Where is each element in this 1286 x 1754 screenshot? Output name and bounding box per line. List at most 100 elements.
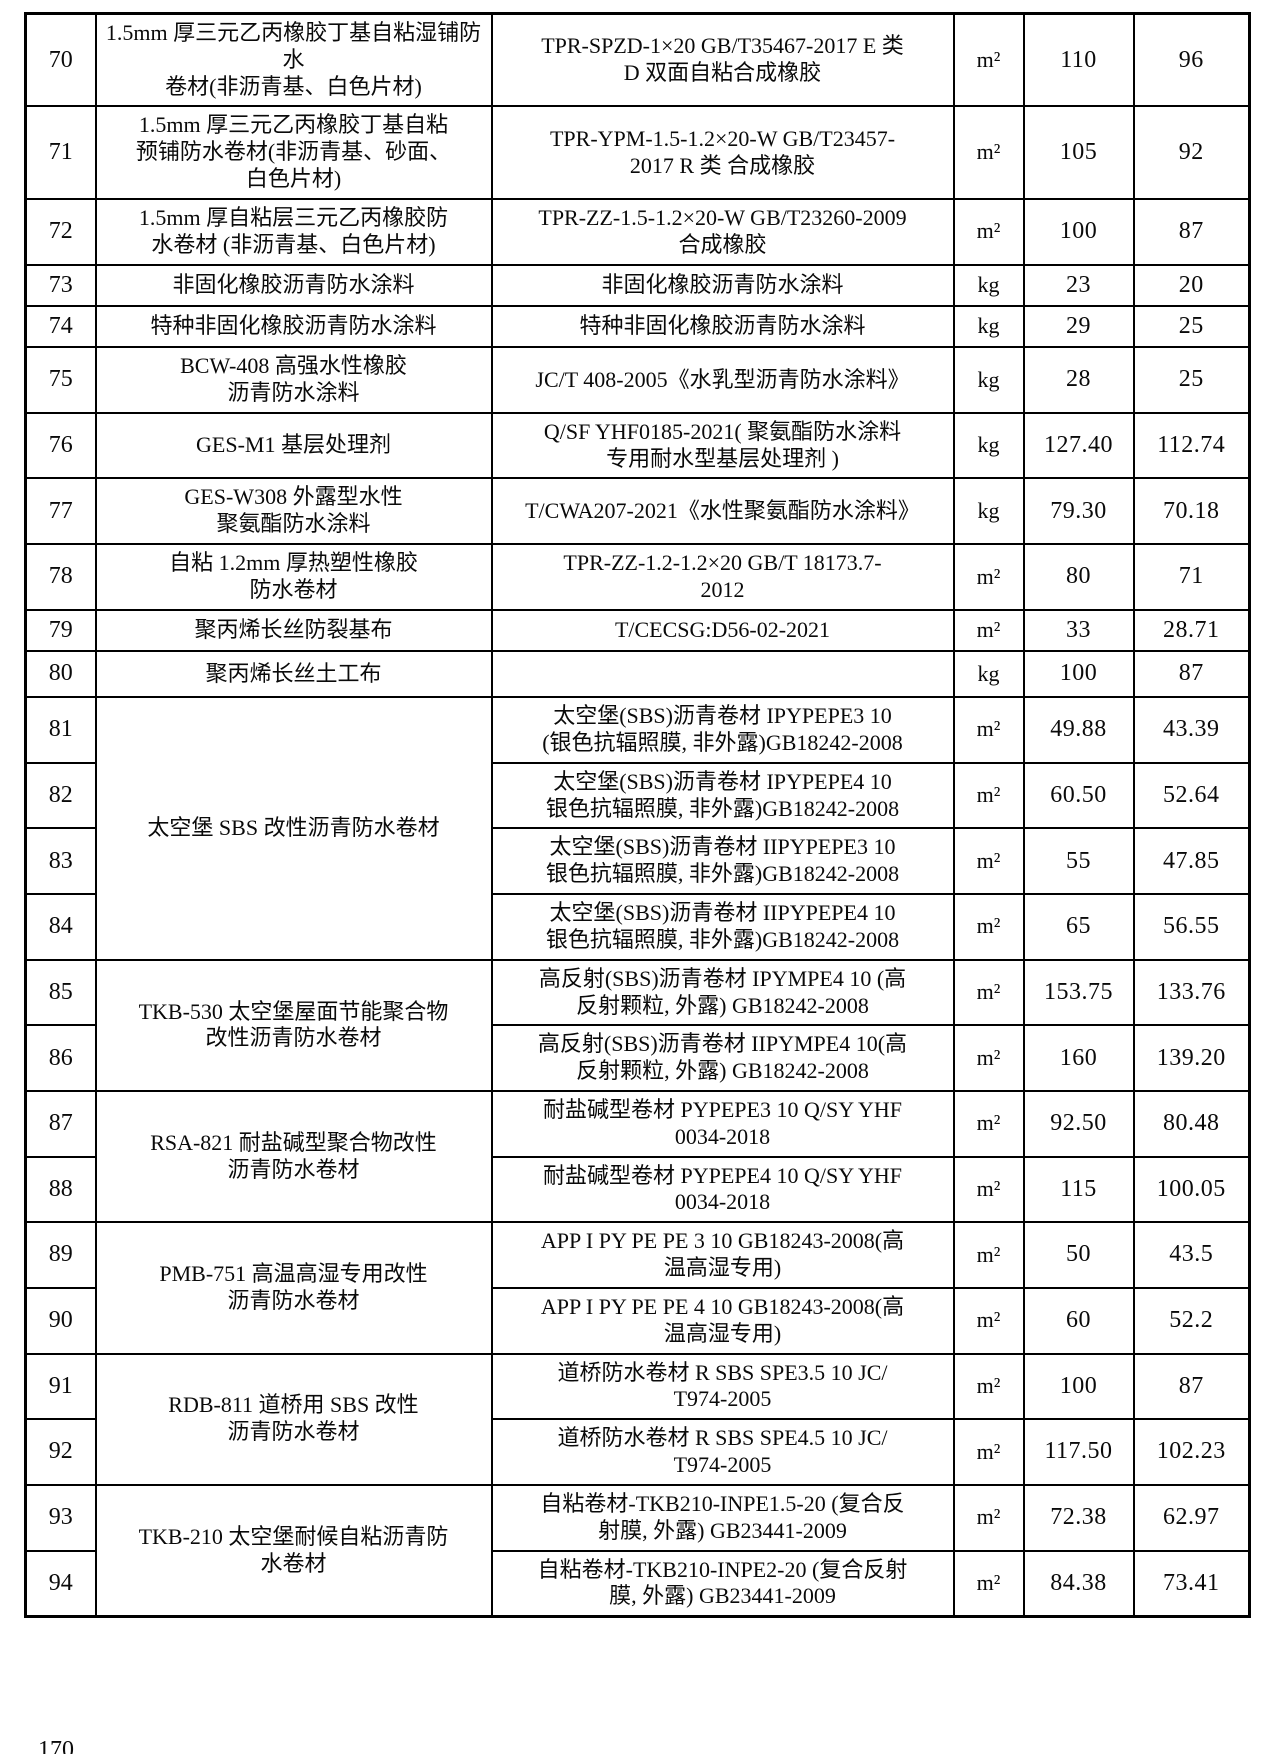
price-cell: 60.50: [1022, 761, 1135, 830]
spec-standard-cell: 自粘卷材-TKB210-INPE1.5-20 (复合反 射膜, 外露) GB23…: [490, 1483, 955, 1552]
table-row: 88 耐盐碱型卷材 PYPEPE4 10 Q/SY YHF 0034-2018 m²…: [24, 1155, 1251, 1224]
table-row: 71 1.5mm 厚三元乙丙橡胶丁基自粘 预铺防水卷材(非沥青基、砂面、 白色片材…: [24, 105, 1251, 200]
row-number-cell: 71: [24, 105, 97, 200]
price-cell: 84.38: [1022, 1549, 1135, 1618]
unit-cell: m²: [952, 696, 1025, 764]
discount-price-cell: 20: [1132, 263, 1251, 307]
row-number-cell: 87: [24, 1089, 97, 1158]
spec-standard-cell: 道桥防水卷材 R SBS SPE4.5 10 JC/ T974-2005: [490, 1418, 955, 1486]
product-name-cell: 1.5mm 厚三元乙丙橡胶丁基自粘湿铺防水 卷材(非沥青基、白色片材): [94, 12, 493, 108]
spec-standard-cell: 太空堡(SBS)沥青卷材 IPYPEPE4 10 银色抗辐照膜, 非外露)GB1…: [490, 761, 955, 830]
discount-price-cell: 43.39: [1132, 696, 1251, 764]
product-name-cell: 聚丙烯长丝土工布: [94, 650, 493, 699]
spec-standard-cell: 耐盐碱型卷材 PYPEPE4 10 Q/SY YHF 0034-2018: [490, 1155, 955, 1224]
unit-cell: kg: [952, 411, 1025, 480]
unit-cell: m²: [952, 197, 1025, 266]
price-cell: 100: [1022, 650, 1135, 699]
product-name-cell: TKB-210 太空堡耐候自粘沥青防 水卷材: [94, 1483, 493, 1618]
discount-price-cell: 52.64: [1132, 761, 1251, 830]
discount-price-cell: 100.05: [1132, 1155, 1251, 1224]
unit-cell: m²: [952, 12, 1025, 108]
row-number-cell: 82: [24, 761, 97, 830]
unit-cell: m²: [952, 827, 1025, 896]
row-number-cell: 75: [24, 346, 97, 414]
table-row: 74 特种非固化橡胶沥青防水涂料 特种非固化橡胶沥青防水涂料 kg 29 25: [24, 304, 1251, 349]
table-row: 72 1.5mm 厚自粘层三元乙丙橡胶防 水卷材 (非沥青基、白色片材) TPR-Z…: [24, 197, 1251, 266]
product-name-cell: GES-M1 基层处理剂: [94, 411, 493, 480]
product-name-cell: 自粘 1.2mm 厚热塑性橡胶 防水卷材: [94, 543, 493, 611]
row-number-cell: 72: [24, 197, 97, 266]
table-row: 70 1.5mm 厚三元乙丙橡胶丁基自粘湿铺防水 卷材(非沥青基、白色片材) TPR…: [24, 12, 1251, 108]
unit-cell: m²: [952, 105, 1025, 200]
table-row: 78 自粘 1.2mm 厚热塑性橡胶 防水卷材 TPR-ZZ-1.2-1.2×20 …: [24, 543, 1251, 611]
row-number-cell: 81: [24, 696, 97, 764]
price-cell: 80: [1022, 543, 1135, 611]
product-name-cell: RSA-821 耐盐碱型聚合物改性 沥青防水卷材: [94, 1089, 493, 1224]
unit-cell: m²: [952, 1221, 1025, 1289]
price-cell: 100: [1022, 197, 1135, 266]
row-number-cell: 83: [24, 827, 97, 896]
price-table: 70 1.5mm 厚三元乙丙橡胶丁基自粘湿铺防水 卷材(非沥青基、白色片材) TPR…: [24, 12, 1251, 1619]
spec-standard-cell: TPR-ZZ-1.2-1.2×20 GB/T 18173.7- 2012: [490, 543, 955, 611]
discount-price-cell: 112.74: [1132, 411, 1251, 480]
price-cell: 160: [1022, 1024, 1135, 1092]
row-number-cell: 93: [24, 1483, 97, 1552]
row-number-cell: 90: [24, 1286, 97, 1355]
table-row: 89 PMB-751 高温高湿专用改性 沥青防水卷材 APP I PY PE PE …: [24, 1221, 1251, 1355]
price-cell: 28: [1022, 346, 1135, 414]
spec-standard-cell: TPR-ZZ-1.5-1.2×20-W GB/T23260-2009 合成橡胶: [490, 197, 955, 266]
page-number: 170: [38, 1737, 74, 1754]
spec-standard-cell: JC/T 408-2005《水乳型沥青防水涂料》: [490, 346, 955, 414]
price-cell: 105: [1022, 105, 1135, 200]
table-row: 92 道桥防水卷材 R SBS SPE4.5 10 JC/ T974-2005 m²…: [24, 1418, 1251, 1486]
unit-cell: m²: [952, 1418, 1025, 1486]
table-row: 83 太空堡(SBS)沥青卷材 IIPYPEPE3 10 银色抗辐照膜, 非外露)…: [24, 827, 1251, 896]
table-row: 73 非固化橡胶沥青防水涂料 非固化橡胶沥青防水涂料 kg 23 20: [24, 263, 1251, 307]
unit-cell: m²: [952, 1549, 1025, 1618]
table-row: 80 聚丙烯长丝土工布 kg 100 87: [24, 650, 1251, 699]
discount-price-cell: 56.55: [1132, 893, 1251, 961]
spec-standard-cell: T/CECSG:D56-02-2021: [490, 608, 955, 653]
price-cell: 100: [1022, 1352, 1135, 1421]
discount-price-cell: 25: [1132, 304, 1251, 349]
table-row: 91 RDB-811 道桥用 SBS 改性 沥青防水卷材 道桥防水卷材 R SBS …: [24, 1352, 1251, 1486]
price-cell: 55: [1022, 827, 1135, 896]
discount-price-cell: 47.85: [1132, 827, 1251, 896]
row-number-cell: 70: [24, 12, 97, 108]
row-number-cell: 86: [24, 1024, 97, 1092]
product-name-cell: BCW-408 高强水性橡胶 沥青防水涂料: [94, 346, 493, 414]
table-row: 93 TKB-210 太空堡耐候自粘沥青防 水卷材 自粘卷材-TKB210-INPE…: [24, 1483, 1251, 1618]
discount-price-cell: 25: [1132, 346, 1251, 414]
row-number-cell: 91: [24, 1352, 97, 1421]
unit-cell: kg: [952, 650, 1025, 699]
product-name-cell: 1.5mm 厚自粘层三元乙丙橡胶防 水卷材 (非沥青基、白色片材): [94, 197, 493, 266]
unit-cell: m²: [952, 608, 1025, 653]
price-cell: 153.75: [1022, 958, 1135, 1027]
discount-price-cell: 96: [1132, 12, 1251, 108]
price-cell: 60: [1022, 1286, 1135, 1355]
product-name-cell: 聚丙烯长丝防裂基布: [94, 608, 493, 653]
table-row: 79 聚丙烯长丝防裂基布 T/CECSG:D56-02-2021 m² 33 28.71: [24, 608, 1251, 653]
product-name-cell: 非固化橡胶沥青防水涂料: [94, 263, 493, 307]
unit-cell: kg: [952, 477, 1025, 546]
table-row: 81 太空堡 SBS 改性沥青防水卷材 太空堡(SBS)沥青卷材 IPYPEPE3 …: [24, 696, 1251, 961]
unit-cell: m²: [952, 1352, 1025, 1421]
price-cell: 92.50: [1022, 1089, 1135, 1158]
spec-standard-cell: 太空堡(SBS)沥青卷材 IIPYPEPE4 10 银色抗辐照膜, 非外露)GB…: [490, 893, 955, 961]
discount-price-cell: 52.2: [1132, 1286, 1251, 1355]
unit-cell: m²: [952, 1155, 1025, 1224]
row-number-cell: 84: [24, 893, 97, 961]
price-cell: 33: [1022, 608, 1135, 653]
unit-cell: kg: [952, 304, 1025, 349]
unit-cell: m²: [952, 958, 1025, 1027]
spec-standard-cell: 道桥防水卷材 R SBS SPE3.5 10 JC/ T974-2005: [490, 1352, 955, 1421]
price-cell: 115: [1022, 1155, 1135, 1224]
table-row: 75 BCW-408 高强水性橡胶 沥青防水涂料 JC/T 408-2005《水乳型…: [24, 346, 1251, 414]
discount-price-cell: 133.76: [1132, 958, 1251, 1027]
row-number-cell: 73: [24, 263, 97, 307]
row-number-cell: 89: [24, 1221, 97, 1289]
discount-price-cell: 62.97: [1132, 1483, 1251, 1552]
price-cell: 79.30: [1022, 477, 1135, 546]
price-cell: 50: [1022, 1221, 1135, 1289]
